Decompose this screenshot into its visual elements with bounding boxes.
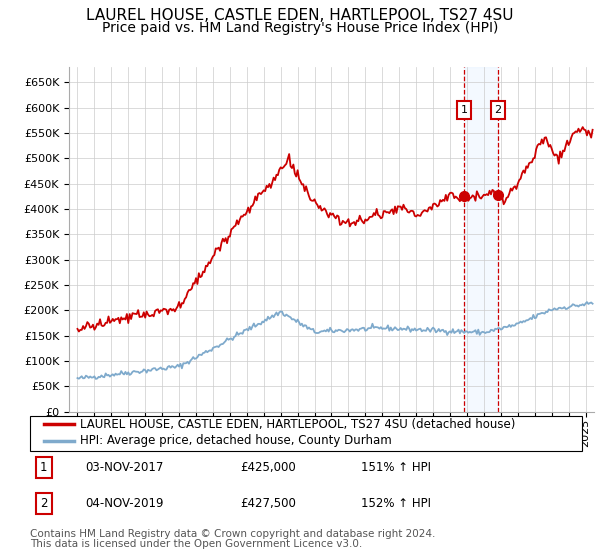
Text: 1: 1 bbox=[40, 461, 47, 474]
Bar bbox=[464, 67, 498, 412]
Text: Price paid vs. HM Land Registry's House Price Index (HPI): Price paid vs. HM Land Registry's House … bbox=[102, 21, 498, 35]
Text: 04-NOV-2019: 04-NOV-2019 bbox=[85, 497, 164, 510]
Text: This data is licensed under the Open Government Licence v3.0.: This data is licensed under the Open Gov… bbox=[30, 539, 362, 549]
Text: 151% ↑ HPI: 151% ↑ HPI bbox=[361, 461, 431, 474]
Text: 1: 1 bbox=[461, 105, 467, 115]
Text: £425,000: £425,000 bbox=[240, 461, 296, 474]
Text: LAUREL HOUSE, CASTLE EDEN, HARTLEPOOL, TS27 4SU: LAUREL HOUSE, CASTLE EDEN, HARTLEPOOL, T… bbox=[86, 8, 514, 24]
Text: LAUREL HOUSE, CASTLE EDEN, HARTLEPOOL, TS27 4SU (detached house): LAUREL HOUSE, CASTLE EDEN, HARTLEPOOL, T… bbox=[80, 418, 515, 431]
Text: 152% ↑ HPI: 152% ↑ HPI bbox=[361, 497, 431, 510]
Text: 2: 2 bbox=[40, 497, 47, 510]
Text: Contains HM Land Registry data © Crown copyright and database right 2024.: Contains HM Land Registry data © Crown c… bbox=[30, 529, 436, 539]
Text: HPI: Average price, detached house, County Durham: HPI: Average price, detached house, Coun… bbox=[80, 435, 391, 447]
Text: 2: 2 bbox=[494, 105, 502, 115]
Text: 03-NOV-2017: 03-NOV-2017 bbox=[85, 461, 164, 474]
Text: £427,500: £427,500 bbox=[240, 497, 296, 510]
